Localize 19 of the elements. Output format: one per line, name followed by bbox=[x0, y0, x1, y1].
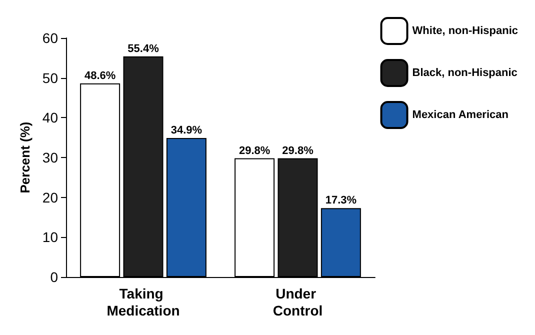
y-tick-label: 40 bbox=[42, 110, 58, 126]
y-tick-label: 10 bbox=[42, 229, 58, 246]
y-tick-label: 20 bbox=[42, 189, 58, 206]
data-label: 55.4% bbox=[128, 42, 160, 55]
x-tick-label: Under Control bbox=[272, 286, 323, 318]
data-label: 48.6% bbox=[84, 70, 116, 82]
data-label: 34.9% bbox=[170, 124, 202, 136]
legend-label: White, non-Hispanic bbox=[412, 25, 518, 37]
y-tick-label: 50 bbox=[42, 70, 58, 86]
legend-label: Mexican American bbox=[412, 109, 509, 121]
data-label: 29.8% bbox=[238, 144, 270, 157]
data-label: 17.3% bbox=[325, 194, 357, 207]
y-tick-label: 60 bbox=[42, 30, 58, 46]
x-tick-label: Taking Medication bbox=[106, 286, 180, 318]
y-tick-label: 30 bbox=[42, 150, 58, 166]
legend-label: Black, non-Hispanic bbox=[412, 67, 518, 79]
y-axis-title: Percent (%) bbox=[18, 122, 33, 194]
y-tick-label: 0 bbox=[50, 269, 58, 285]
data-label: 29.8% bbox=[282, 144, 314, 157]
